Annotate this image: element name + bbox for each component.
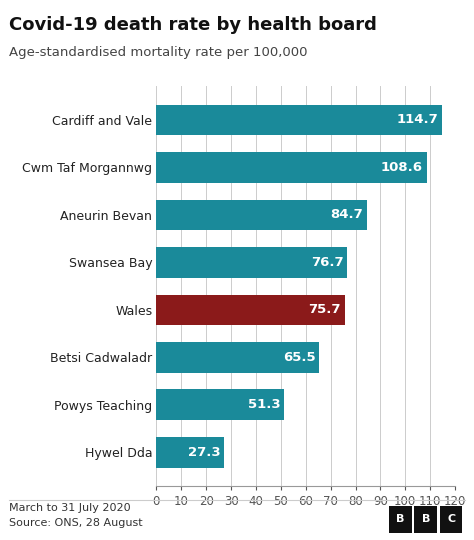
Text: 51.3: 51.3 (248, 399, 280, 411)
FancyBboxPatch shape (440, 507, 463, 533)
Bar (156, 342, 319, 373)
Text: Covid-19 death rate by health board: Covid-19 death rate by health board (9, 16, 377, 34)
Text: 108.6: 108.6 (381, 161, 423, 174)
Bar (156, 152, 427, 183)
Bar (156, 389, 284, 420)
Bar (156, 105, 442, 136)
Bar (156, 200, 367, 231)
Text: 65.5: 65.5 (283, 351, 316, 364)
Text: B: B (422, 514, 430, 524)
Text: C: C (447, 514, 455, 524)
Text: 76.7: 76.7 (311, 256, 344, 269)
Text: 75.7: 75.7 (309, 303, 341, 316)
Text: Source: ONS, 28 August: Source: ONS, 28 August (9, 518, 143, 529)
Text: Age-standardised mortality rate per 100,000: Age-standardised mortality rate per 100,… (9, 46, 308, 59)
Bar (156, 437, 224, 468)
Text: B: B (396, 514, 405, 524)
FancyBboxPatch shape (389, 507, 412, 533)
FancyBboxPatch shape (414, 507, 437, 533)
Text: 84.7: 84.7 (331, 208, 364, 221)
Text: 27.3: 27.3 (188, 446, 220, 459)
Bar (156, 294, 345, 326)
Bar (156, 247, 347, 278)
Text: 114.7: 114.7 (396, 113, 438, 126)
Text: March to 31 July 2020: March to 31 July 2020 (9, 503, 131, 514)
